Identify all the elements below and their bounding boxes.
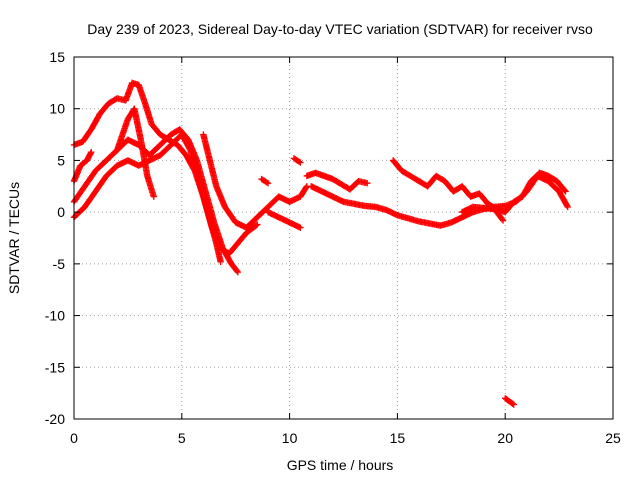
x-tick-label: 5 <box>178 430 186 446</box>
data-series-track-12 <box>389 157 569 216</box>
data-point <box>150 193 157 200</box>
data-point <box>234 268 242 276</box>
data-points <box>70 79 571 408</box>
data-point <box>563 202 571 209</box>
data-point <box>509 400 516 407</box>
data-point <box>297 224 304 231</box>
x-tick-label: 15 <box>390 430 406 446</box>
data-point <box>217 258 224 265</box>
data-point <box>88 148 95 156</box>
data-point <box>499 217 507 224</box>
data-series-track-9 <box>290 155 304 166</box>
data-series-track-7 <box>258 175 272 187</box>
data-point <box>498 216 506 223</box>
data-point <box>302 184 310 191</box>
y-axis-ticks: -20 -15 -10 -5 0 5 10 15 <box>45 49 613 427</box>
chart-title: Day 239 of 2023, Sidereal Day-to-day VTE… <box>87 21 593 37</box>
data-point <box>561 187 568 194</box>
data-series-track-14 <box>502 395 518 408</box>
x-tick-label: 20 <box>497 430 513 446</box>
data-point <box>364 179 371 187</box>
x-tick-label: 25 <box>605 430 621 446</box>
grid-lines <box>74 57 613 419</box>
data-point <box>562 188 569 195</box>
data-series-track-5 <box>113 105 157 200</box>
x-axis-label: GPS time / hours <box>287 457 394 473</box>
y-tick-label: 15 <box>49 49 65 65</box>
data-point <box>510 401 518 408</box>
data-series-track-10 <box>303 169 371 193</box>
y-tick-label: 5 <box>57 152 65 168</box>
data-point <box>252 222 260 229</box>
x-tick-label: 10 <box>282 430 298 446</box>
y-tick-label: -5 <box>53 256 66 272</box>
data-point <box>264 179 272 187</box>
y-tick-label: -20 <box>45 411 65 427</box>
y-tick-label: 10 <box>49 101 65 117</box>
data-point <box>295 158 303 165</box>
x-tick-label: 0 <box>70 430 78 446</box>
data-series-track-8 <box>264 208 304 231</box>
x-axis-ticks: 0 5 10 15 20 25 <box>70 57 621 446</box>
data-point <box>233 267 241 275</box>
plot-frame <box>73 56 614 420</box>
data-point <box>254 221 261 228</box>
data-series-track-6 <box>200 131 311 231</box>
y-tick-label: -15 <box>45 359 65 375</box>
data-series-track-13 <box>458 203 507 224</box>
y-tick-label: -10 <box>45 308 65 324</box>
y-tick-label: 0 <box>57 204 65 220</box>
data-point <box>564 203 571 211</box>
data-point <box>263 179 270 186</box>
data-point <box>297 159 304 166</box>
y-axis-label: SDTVAR / TECUs <box>6 182 22 294</box>
